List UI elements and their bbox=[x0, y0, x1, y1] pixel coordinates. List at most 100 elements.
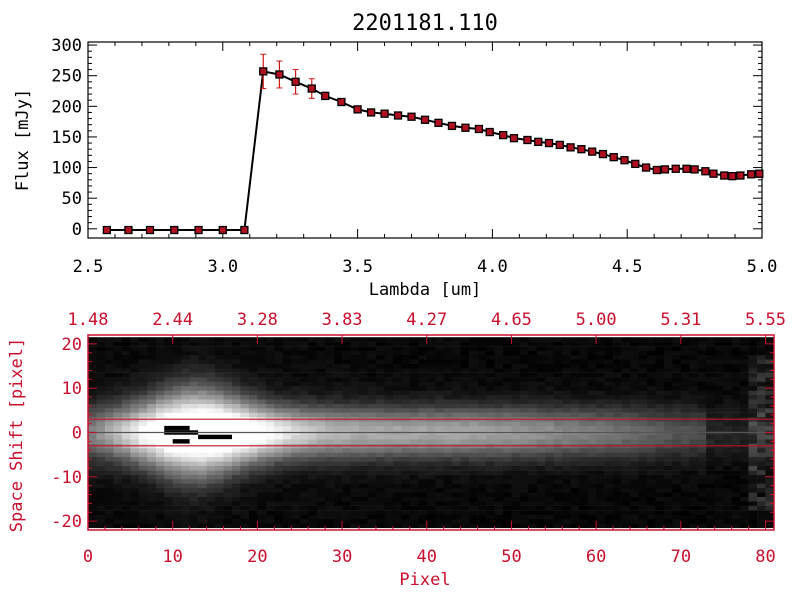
heatmap-cell bbox=[104, 359, 114, 365]
heatmap-cell bbox=[553, 452, 563, 458]
heatmap-cell bbox=[367, 390, 377, 396]
heatmap-cell bbox=[748, 359, 758, 365]
heatmap-cell bbox=[392, 487, 402, 493]
heatmap-cell bbox=[198, 377, 207, 382]
spatial-x-tick-label: 0 bbox=[83, 547, 93, 567]
heatmap-cell bbox=[697, 390, 707, 396]
heatmap-cell bbox=[392, 350, 402, 356]
heatmap-cell bbox=[206, 337, 216, 342]
spatial-x-tick-label: 50 bbox=[501, 547, 521, 567]
heatmap-cell bbox=[621, 510, 631, 515]
heatmap-cell bbox=[384, 421, 394, 427]
heatmap-cell bbox=[308, 465, 317, 471]
heatmap-cell bbox=[215, 354, 224, 360]
heatmap-cell bbox=[189, 363, 199, 369]
heatmap-cell bbox=[689, 434, 699, 440]
heatmap-cell bbox=[198, 390, 207, 396]
heatmap-cell bbox=[232, 363, 241, 369]
heatmap-cell bbox=[164, 501, 173, 506]
heatmap-cell bbox=[697, 425, 707, 431]
heatmap-cell bbox=[265, 390, 275, 396]
heatmap-cell bbox=[426, 448, 436, 453]
heatmap-cell bbox=[189, 381, 199, 387]
heatmap-cell bbox=[435, 341, 444, 347]
heatmap-cell bbox=[299, 518, 309, 524]
heatmap-cell bbox=[147, 377, 157, 382]
heatmap-cell bbox=[630, 518, 639, 524]
heatmap-cell bbox=[121, 337, 131, 342]
heatmap-cell bbox=[282, 496, 292, 502]
heatmap-cell bbox=[96, 456, 106, 462]
heatmap-cell bbox=[418, 479, 428, 484]
heatmap-cell bbox=[359, 501, 368, 506]
heatmap-cell bbox=[384, 487, 394, 493]
heatmap-cell bbox=[206, 505, 216, 511]
heatmap-cell bbox=[553, 461, 563, 466]
heatmap-cell bbox=[206, 518, 216, 524]
heatmap-cell bbox=[147, 487, 157, 493]
heatmap-cell bbox=[164, 381, 173, 387]
heatmap-cell bbox=[274, 439, 284, 444]
heatmap-cell bbox=[528, 381, 538, 387]
heatmap-cell bbox=[663, 390, 673, 396]
heatmap-cell bbox=[503, 523, 512, 529]
heatmap-cell bbox=[519, 337, 529, 342]
heatmap-cell bbox=[232, 421, 241, 427]
heatmap-cell bbox=[96, 377, 106, 382]
heatmap-cell bbox=[655, 456, 665, 462]
heatmap-cell bbox=[511, 372, 521, 378]
heatmap-cell bbox=[697, 337, 707, 342]
heatmap-cell bbox=[562, 448, 572, 453]
heatmap-cell bbox=[604, 390, 614, 396]
heatmap-cell bbox=[392, 381, 402, 387]
heatmap-cell bbox=[138, 439, 148, 444]
heatmap-cell bbox=[528, 479, 538, 484]
heatmap-cell bbox=[519, 452, 529, 458]
heatmap-cell bbox=[494, 372, 504, 378]
heatmap-cell bbox=[189, 496, 199, 502]
heatmap-cell bbox=[392, 452, 402, 458]
heatmap-cell bbox=[198, 346, 207, 351]
heatmap-cell bbox=[104, 487, 114, 493]
heatmap-cell bbox=[88, 363, 97, 369]
spectrum-data-point bbox=[447, 121, 457, 131]
heatmap-cell bbox=[291, 377, 301, 382]
heatmap-cell bbox=[452, 456, 461, 462]
heatmap-cell bbox=[477, 386, 487, 391]
heatmap-cell bbox=[384, 412, 394, 418]
heatmap-cell bbox=[240, 425, 250, 431]
heatmap-cell bbox=[655, 496, 665, 502]
heatmap-cell bbox=[519, 501, 529, 506]
heatmap-cell bbox=[189, 408, 199, 413]
heatmap-cell bbox=[104, 434, 114, 440]
heatmap-cell bbox=[596, 425, 605, 431]
heatmap-cell bbox=[359, 386, 368, 391]
heatmap-cell bbox=[215, 377, 224, 382]
heatmap-cell bbox=[155, 368, 165, 373]
heatmap-cell bbox=[113, 510, 123, 515]
heatmap-cell bbox=[164, 354, 173, 360]
heatmap-cell bbox=[697, 394, 707, 400]
heatmap-cell bbox=[638, 390, 648, 396]
heatmap-cell bbox=[376, 381, 385, 387]
heatmap-cell bbox=[613, 350, 622, 356]
heatmap-cell bbox=[113, 363, 123, 369]
heatmap-cell bbox=[723, 518, 732, 524]
heatmap-cell bbox=[486, 372, 495, 378]
heatmap-cell bbox=[579, 496, 588, 502]
heatmap-cell bbox=[155, 439, 165, 444]
heatmap-cell bbox=[409, 394, 419, 400]
heatmap-cell bbox=[613, 341, 622, 347]
heatmap-cell bbox=[333, 350, 343, 356]
heatmap-cell bbox=[562, 399, 572, 404]
heatmap-cell bbox=[426, 518, 436, 524]
heatmap-cell bbox=[435, 386, 444, 391]
heatmap-cell bbox=[511, 412, 521, 418]
heatmap-cell bbox=[240, 346, 250, 351]
heatmap-cell bbox=[376, 350, 385, 356]
heatmap-cell bbox=[181, 483, 190, 489]
heatmap-cell bbox=[435, 461, 444, 466]
heatmap-cell bbox=[223, 496, 233, 502]
spectrum-data-point bbox=[609, 152, 618, 162]
heatmap-cell bbox=[604, 483, 614, 489]
